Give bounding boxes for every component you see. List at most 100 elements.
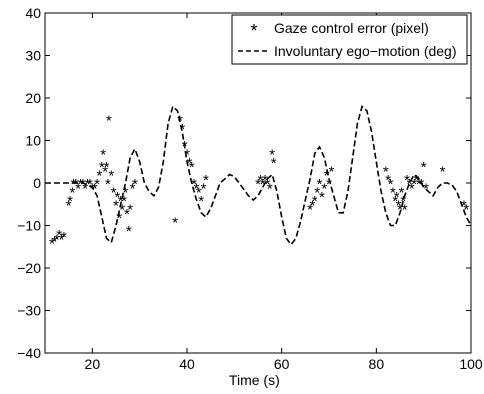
y-tick-label: 30 — [25, 48, 41, 64]
gaze-error-point: * — [100, 146, 106, 163]
gaze-error-point: * — [66, 197, 72, 214]
gaze-error-point: * — [119, 202, 125, 219]
gaze-error-point: * — [189, 159, 195, 176]
gaze-error-point: * — [73, 176, 79, 193]
gaze-error-point: * — [385, 172, 391, 189]
gaze-error-point: * — [418, 176, 424, 193]
gaze-error-point: * — [80, 176, 86, 193]
y-tick-label: 40 — [25, 5, 41, 21]
gaze-error-point: * — [94, 176, 100, 193]
gaze-error-point: * — [179, 121, 185, 138]
gaze-error-point: * — [177, 112, 183, 129]
gaze-error-point: * — [394, 189, 400, 206]
gaze-error-point: * — [127, 202, 133, 219]
gaze-error-point: * — [132, 176, 138, 193]
legend-label-ego-motion: Involuntary ego−motion (deg) — [274, 43, 457, 59]
gaze-error-point: * — [400, 193, 406, 210]
gaze-error-point: * — [423, 180, 429, 197]
gaze-error-point: * — [54, 231, 60, 248]
gaze-error-point: * — [196, 185, 202, 202]
gaze-error-point: * — [201, 180, 207, 197]
gaze-error-point: * — [102, 163, 108, 180]
x-tick-label: 40 — [179, 356, 195, 372]
gaze-error-point: * — [89, 180, 95, 197]
y-tick-label: −40 — [17, 345, 41, 361]
gaze-error-point: * — [324, 168, 330, 185]
gaze-error-point: * — [317, 176, 323, 193]
gaze-error-point: * — [262, 172, 268, 189]
gaze-error-point: * — [106, 112, 112, 129]
gaze-error-point: * — [70, 176, 76, 193]
x-tick-label: 60 — [274, 356, 290, 372]
gaze-error-point: * — [67, 193, 73, 210]
gaze-error-point: * — [198, 193, 204, 210]
x-tick-label: 20 — [85, 356, 101, 372]
gaze-error-point: * — [416, 176, 422, 193]
gaze-error-point: * — [269, 146, 275, 163]
gaze-error-point: * — [267, 180, 273, 197]
gaze-error-point: * — [191, 176, 197, 193]
y-tick-label: −30 — [17, 303, 41, 319]
gaze-error-point: * — [61, 229, 67, 246]
gaze-error-point: * — [271, 155, 277, 172]
ego-motion-line — [45, 105, 472, 246]
gaze-error-point: * — [114, 189, 120, 206]
gaze-error-point: * — [383, 163, 389, 180]
gaze-error-markers-layer: ****************************************… — [49, 112, 469, 252]
gaze-error-point: * — [396, 197, 402, 214]
gaze-error-point: * — [87, 176, 93, 193]
gaze-error-point: * — [97, 168, 103, 185]
gaze-error-point: * — [124, 206, 130, 223]
gaze-error-point: * — [182, 138, 188, 155]
gaze-error-point: * — [75, 180, 81, 197]
legend-marker-gaze-error: * — [250, 21, 257, 41]
gaze-error-point: * — [82, 180, 88, 197]
gaze-error-point: * — [130, 180, 136, 197]
gaze-error-point: * — [118, 193, 124, 210]
gaze-error-point: * — [260, 176, 266, 193]
gaze-error-point: * — [421, 159, 427, 176]
gaze-error-point: * — [108, 168, 114, 185]
y-tick-label: −20 — [17, 260, 41, 276]
gaze-error-point: * — [404, 172, 410, 189]
gaze-error-point: * — [59, 231, 65, 248]
gaze-error-point: * — [265, 176, 271, 193]
gaze-error-point: * — [184, 146, 190, 163]
gaze-error-point: * — [409, 180, 415, 197]
gaze-error-point: * — [105, 176, 111, 193]
gaze-error-point: * — [398, 185, 404, 202]
gaze-error-point: * — [407, 176, 413, 193]
gaze-error-point: * — [397, 202, 403, 219]
gaze-error-point: * — [49, 236, 55, 253]
gaze-error-point: * — [123, 185, 129, 202]
gaze-error-point: * — [116, 210, 122, 227]
x-tick-label: 100 — [459, 356, 483, 372]
y-tick-label: 20 — [25, 90, 41, 106]
gaze-error-point: * — [70, 185, 76, 202]
gaze-error-point: * — [321, 180, 327, 197]
y-tick-label: 0 — [33, 175, 41, 191]
gaze-error-point: * — [56, 227, 62, 244]
gaze-error-point: * — [203, 172, 209, 189]
gaze-error-point: * — [257, 172, 263, 189]
gaze-error-point: * — [440, 163, 446, 180]
gaze-error-point: * — [255, 176, 261, 193]
y-tick-label: −10 — [17, 218, 41, 234]
gaze-error-point: * — [319, 189, 325, 206]
gaze-error-point: * — [113, 197, 119, 214]
gaze-error-point: * — [99, 159, 105, 176]
legend: * Gaze control error (pixel) Involuntary… — [231, 14, 468, 65]
gaze-error-point: * — [104, 159, 110, 176]
gaze-error-point: * — [85, 176, 91, 193]
gaze-error-point: * — [52, 233, 58, 250]
legend-box — [231, 14, 468, 65]
gaze-error-point: * — [194, 180, 200, 197]
gaze-error-point: * — [126, 223, 132, 240]
x-axis-title: Time (s) — [229, 372, 280, 388]
gaze-error-point: * — [463, 202, 469, 219]
gaze-error-point: * — [172, 214, 178, 231]
legend-label-gaze-error: Gaze control error (pixel) — [274, 20, 429, 36]
gaze-error-point: * — [328, 163, 334, 180]
gaze-error-point: * — [307, 202, 313, 219]
